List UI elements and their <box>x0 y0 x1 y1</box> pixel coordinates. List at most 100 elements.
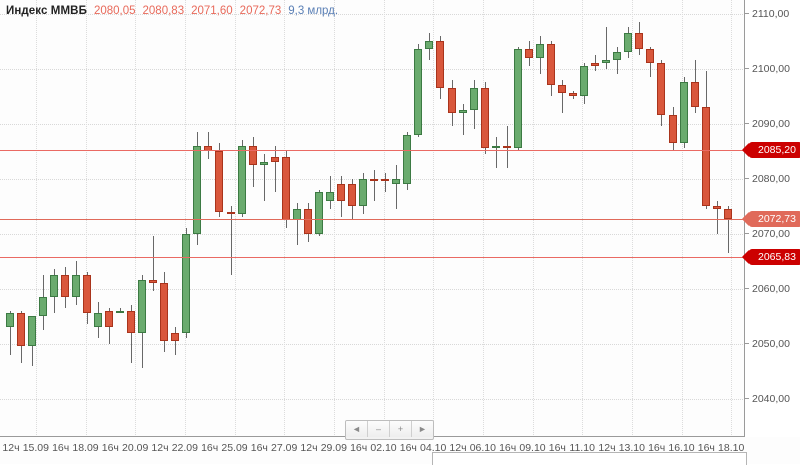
candle-bearish <box>82 274 91 314</box>
tick-mark <box>745 13 749 15</box>
gridline-horizontal <box>0 233 745 235</box>
candle-bullish <box>27 316 36 347</box>
gridline-vertical <box>35 0 37 437</box>
scroll-left-button[interactable]: ◄ <box>346 421 368 437</box>
candle-bearish <box>447 87 456 113</box>
time-tick-label: 16ч <box>499 442 517 454</box>
tick-mark <box>745 398 749 400</box>
time-tick-label: 06.10 <box>469 442 496 454</box>
price-axis[interactable]: 2110,00 2100,00 2090,00 2080,00 2070,00 2060,… <box>745 0 800 437</box>
candle-bearish <box>558 85 566 94</box>
candle-bearish <box>348 184 357 207</box>
candle-bearish <box>127 310 136 333</box>
tick-mark <box>745 343 749 345</box>
candle-wick <box>374 170 375 201</box>
candle-bullish <box>624 32 633 53</box>
time-tick-label: 25.09 <box>221 442 248 454</box>
candle-wick <box>231 206 232 275</box>
candle-bearish <box>635 32 644 50</box>
close-price: 2072,73 <box>239 5 282 17</box>
candle-bearish <box>270 156 279 163</box>
plot-area[interactable] <box>0 0 745 437</box>
candle-bullish <box>580 65 589 97</box>
candle-wick <box>32 332 33 366</box>
time-tick-label: 16.10 <box>668 442 695 454</box>
navigation-controls[interactable]: ◄ – + ► <box>345 420 434 440</box>
candle-bullish <box>49 274 58 297</box>
gridline-vertical <box>532 0 534 437</box>
time-axis[interactable]: 12ч 15.09 16ч 18.09 16ч 20.09 12ч 22.09 16ч 25.09… <box>0 439 800 464</box>
gridline-horizontal <box>0 288 745 290</box>
candle-wick <box>131 305 132 363</box>
last-price-flag[interactable]: 2072,73 <box>749 210 800 227</box>
gridline-vertical <box>681 0 683 437</box>
candle-bearish <box>337 184 345 201</box>
gridline-horizontal <box>0 13 745 15</box>
candle-bearish <box>248 145 257 165</box>
time-tick-label: 16ч <box>648 442 666 454</box>
zoom-out-button[interactable]: – <box>368 421 390 437</box>
time-tick-label: 12ч <box>449 442 467 454</box>
candle-bullish <box>403 134 412 185</box>
candle-bullish <box>116 310 124 313</box>
candle-bearish <box>60 274 69 297</box>
time-tick-label: 12ч <box>300 442 318 454</box>
time-tick-label: 15.09 <box>22 442 49 454</box>
candle-bearish <box>569 93 578 97</box>
time-tick-label: 02.10 <box>370 442 397 454</box>
candle-bullish <box>93 313 102 328</box>
candle-bearish <box>281 156 290 220</box>
candle-bearish <box>657 63 666 116</box>
candle-bullish <box>182 233 191 333</box>
candle-bullish <box>259 162 268 165</box>
instrument-name: Индекс ММВБ <box>6 5 87 17</box>
price-tick-label: 2100,00 <box>745 63 790 75</box>
candle-wick <box>10 310 11 355</box>
candle-bearish <box>646 49 655 64</box>
candle-bullish <box>71 274 80 297</box>
high-price: 2080,83 <box>142 5 185 17</box>
time-tick-label: 16ч <box>350 442 368 454</box>
gridline-vertical <box>333 0 335 437</box>
candle-bullish <box>425 41 434 50</box>
candle-bullish <box>602 60 611 64</box>
time-tick-label: 16ч <box>548 442 566 454</box>
gridline-horizontal <box>0 68 745 70</box>
time-tick-label: 11.10 <box>569 442 595 454</box>
time-tick-label: 22.09 <box>171 442 198 454</box>
price-level-flag[interactable]: 2065,83 <box>749 248 800 265</box>
candle-bullish <box>535 43 544 58</box>
candle-wick <box>606 27 607 69</box>
candle-wick <box>297 203 298 245</box>
volume-value: 9,3 млрд. <box>288 5 339 17</box>
time-tick-label: 12ч <box>598 442 616 454</box>
candle-wick <box>396 164 397 209</box>
gridline-vertical <box>482 0 484 437</box>
candle-wick <box>595 54 596 72</box>
tick-mark <box>745 178 749 180</box>
last-price-line <box>0 218 745 220</box>
scroll-right-button[interactable]: ► <box>412 421 433 437</box>
gridline-vertical <box>184 0 186 437</box>
tick-mark <box>745 68 749 70</box>
candle-bearish <box>16 313 25 347</box>
candle-bearish <box>480 87 489 149</box>
candle-wick <box>496 137 497 168</box>
candle-wick <box>175 327 176 355</box>
candle-bearish <box>160 283 169 341</box>
candle-wick <box>275 145 276 193</box>
candle-wick <box>463 104 464 135</box>
candle-bullish <box>458 109 467 113</box>
gridline-vertical <box>383 0 385 437</box>
candle-wick <box>153 236 154 292</box>
price-level-flag[interactable]: 2085,20 <box>749 142 800 159</box>
time-tick-label: 18.09 <box>72 442 99 454</box>
price-tick-label: 2090,00 <box>745 118 790 130</box>
price-tick-label: 2110,00 <box>745 8 789 20</box>
time-tick-label: 20.09 <box>122 442 149 454</box>
candle-bullish <box>325 192 334 201</box>
zoom-in-button[interactable]: + <box>390 421 412 437</box>
time-tick-label: 18.10 <box>718 442 745 454</box>
candle-bullish <box>193 145 202 234</box>
